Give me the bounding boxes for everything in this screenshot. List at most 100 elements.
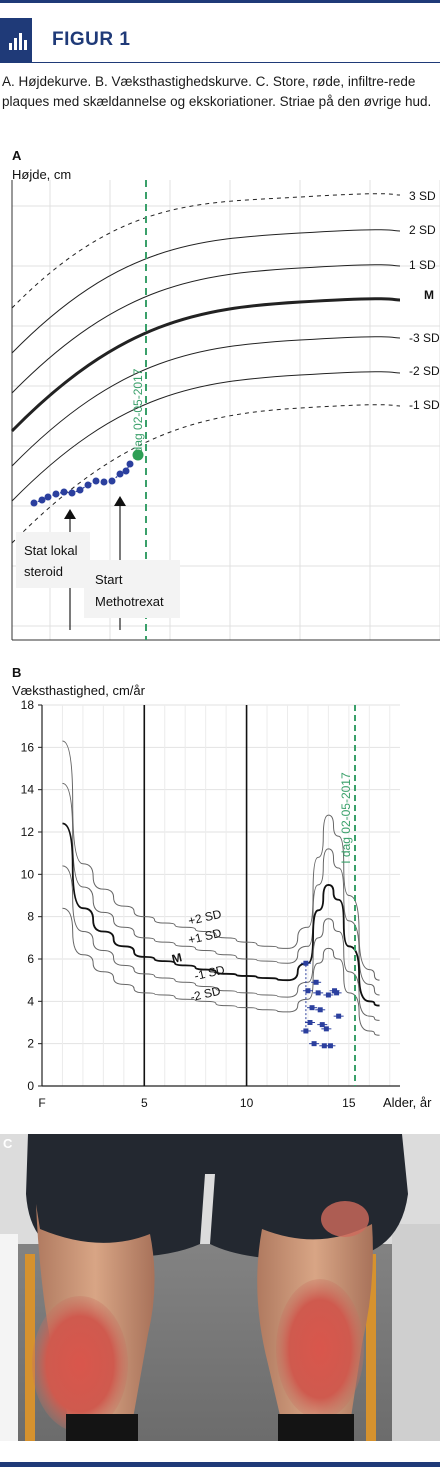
curve-label-a-2: 2 SD — [409, 223, 436, 237]
arrow-methotrexat-head — [114, 496, 126, 506]
annotation-steroid-line1: Stat lokal — [24, 543, 78, 558]
figure-caption: A. Højdekurve. B. Væksthastighedskurve. … — [2, 74, 432, 109]
curve-label-a-1: 3 SD — [409, 189, 436, 203]
patient-point-a-10 — [100, 478, 108, 486]
annotation-steroid-line2: steroid — [24, 564, 63, 579]
curve-label-a-7: -1 SD — [409, 398, 440, 412]
y-tick-label-b-6: 12 — [21, 825, 35, 839]
figure-header: FIGUR 1 — [0, 18, 440, 62]
x-tick-label-b-0: F — [38, 1096, 45, 1110]
bottom-rule — [0, 1462, 440, 1467]
velocity-curve-2 — [62, 782, 380, 996]
patient-point-b-14 — [315, 990, 321, 996]
curve-label-b-4: -1 SD — [193, 962, 226, 983]
panel-a-sd-curves — [10, 193, 401, 544]
patient-point-b-9 — [325, 992, 331, 998]
y-tick-label-b-3: 6 — [27, 952, 34, 966]
panel-a-ylabel: Højde, cm — [12, 167, 71, 182]
annotation-methotrexat-line1: Start — [95, 572, 123, 587]
y-tick-label-b-8: 16 — [21, 740, 35, 754]
y-tick-label-b-5: 10 — [21, 867, 35, 881]
velocity-curve-3 — [62, 822, 380, 1007]
patient-point-b-13 — [309, 1005, 315, 1011]
patient-point-a-1 — [30, 499, 38, 507]
velocity-curve-5 — [62, 907, 380, 1036]
plaque-left — [32, 1296, 128, 1432]
y-tick-label-b-4: 8 — [27, 910, 34, 924]
patient-point-b-5 — [313, 979, 319, 985]
patient-point-b-17 — [334, 990, 340, 996]
velocity-chart: B Væksthastighed, cm/år 0 2 4 6 8 10 12 14 16 18 F… — [12, 665, 432, 1110]
panel-a-curve-labels: 3 SD 2 SD 1 SD M -3 SD -2 SD -1 SD — [409, 189, 440, 412]
photo-legs: C — [0, 1134, 440, 1441]
patient-point-a-6 — [68, 489, 76, 497]
curve-label-a-3: 1 SD — [409, 258, 436, 272]
top-rule — [0, 0, 440, 3]
patient-point-a-4 — [52, 490, 60, 498]
height-curve-1 — [11, 193, 401, 309]
patient-point-a-12 — [116, 470, 124, 478]
curve-label-b-2: +1 SD — [187, 926, 223, 947]
plaque-right — [276, 1279, 364, 1419]
patient-point-a-5 — [60, 488, 68, 496]
annotation-steroid-box — [16, 532, 90, 588]
curve-label-b-1: +2 SD — [187, 907, 223, 928]
curve-label-b-5: -2 SD — [189, 984, 222, 1005]
x-tick-label-b-2: 10 — [240, 1096, 254, 1110]
patient-point-a-9 — [92, 477, 100, 485]
bar-chart-icon — [0, 18, 32, 62]
arrow-steroid-head — [64, 509, 76, 519]
patient-point-b-15 — [319, 1022, 325, 1028]
y-tick-label-b-7: 14 — [21, 783, 35, 797]
height-curve-3 — [11, 264, 401, 394]
x-tick-label-b-1: 5 — [141, 1096, 148, 1110]
patient-point-a-8 — [84, 481, 92, 489]
patient-point-b-1 — [303, 960, 309, 966]
y-tick-label-b-9: 18 — [21, 698, 35, 712]
figure-title: FIGUR 1 — [52, 29, 131, 50]
y-tick-label-b-2: 4 — [27, 994, 34, 1008]
today-marker-label-b: I dag 02-05-2017 — [339, 772, 353, 864]
height-curve-2 — [11, 229, 401, 354]
panel-b-label: B — [12, 665, 21, 680]
annotation-methotrexat-line2: Methotrexat — [95, 594, 164, 609]
panel-a: A Højde, cm I dag 02-05-2017 3 SD 2 SD 1 S… — [0, 148, 440, 648]
panel-b-xlabel: Alder, år — [383, 1095, 432, 1110]
panel-a-grid — [11, 180, 440, 641]
curve-label-a-5: -3 SD — [409, 331, 440, 345]
header-divider — [0, 62, 440, 63]
patient-point-a-2 — [38, 496, 46, 504]
panel-b-patient-series — [300, 960, 344, 1049]
panel-b-grid — [42, 704, 400, 1087]
patient-point-b-7 — [321, 1043, 327, 1049]
height-curve-7 — [11, 404, 401, 544]
panel-b-ylabel: Væksthastighed, cm/år — [12, 683, 146, 698]
y-tick-label-b-1: 2 — [27, 1037, 34, 1051]
panel-b-ticks: 0 2 4 6 8 10 12 14 16 18 F 5 10 15 — [21, 698, 356, 1110]
height-curve-5 — [11, 336, 401, 467]
height-curve-4 — [10, 297, 401, 433]
patient-point-a-13 — [122, 467, 130, 475]
patient-point-b-4 — [311, 1041, 317, 1047]
panel-b-today-marker: I dag 02-05-2017 — [339, 705, 356, 1086]
velocity-curve-1 — [62, 740, 380, 981]
annotation-methotrexat-box — [84, 560, 180, 618]
panel-b: B Væksthastighed, cm/år 0 2 4 6 8 10 12 14 16 18 F… — [0, 663, 440, 1128]
panel-b-curve-labels: +2 SD+1 SDM -1 SD-2 SD — [170, 907, 226, 1004]
patient-point-b-16 — [327, 1043, 333, 1049]
patient-point-b-11 — [336, 1013, 342, 1019]
curve-label-a-4: M — [424, 288, 434, 302]
y-tick-label-b-0: 0 — [27, 1079, 34, 1093]
patient-point-a-7 — [76, 486, 84, 494]
height-curve-6 — [11, 371, 401, 502]
legs-illustration: C — [0, 1134, 440, 1441]
patient-point-b-2 — [305, 988, 311, 994]
patient-point-b-6 — [317, 1007, 323, 1013]
today-marker-label-a: I dag 02-05-2017 — [131, 368, 145, 460]
x-tick-label-b-3: 15 — [342, 1096, 356, 1110]
panel-b-axes — [41, 705, 400, 1087]
patient-point-a-3 — [44, 493, 52, 501]
today-point-a — [132, 449, 144, 461]
panel-a-patient-series — [30, 460, 134, 507]
velocity-curve-4 — [62, 865, 380, 1021]
